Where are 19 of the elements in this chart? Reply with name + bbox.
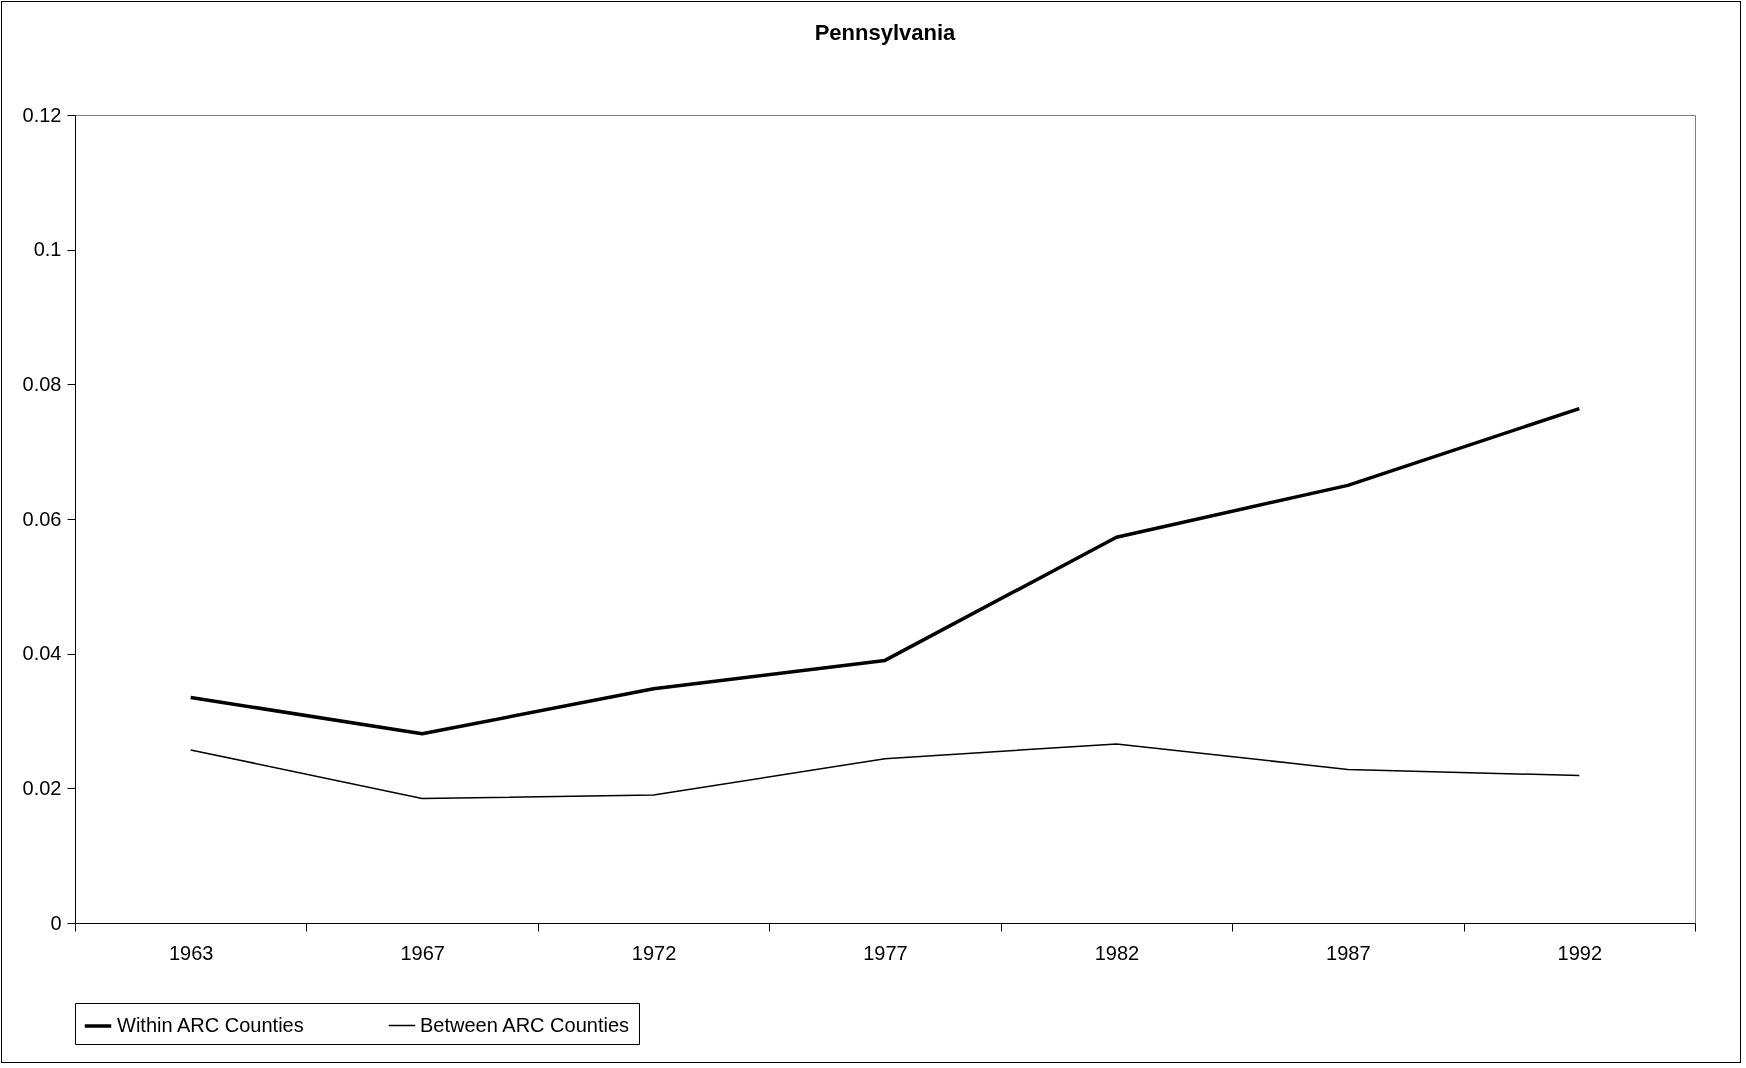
x-tick-label: 1977 xyxy=(863,941,908,964)
y-tick-label: 0.08 xyxy=(22,372,62,395)
line-series xyxy=(189,743,1581,800)
x-tick-label: 1972 xyxy=(631,941,677,964)
y-tick-label: 0.02 xyxy=(22,776,62,799)
x-tick-label: 1963 xyxy=(168,941,214,964)
x-tick-label: 1992 xyxy=(1557,941,1603,964)
y-tick-label: 0.04 xyxy=(22,642,62,665)
x-tick-label: 1967 xyxy=(400,941,445,964)
line-series xyxy=(188,406,1582,736)
y-tick-label: 0 xyxy=(50,911,62,934)
y-tick-label: 0.12 xyxy=(22,103,62,126)
legend-label: Within ARC Counties xyxy=(117,1014,304,1036)
x-tick-label: 1987 xyxy=(1326,941,1371,964)
chart-title: Pennsylvania xyxy=(814,20,957,45)
x-tick-label: 1982 xyxy=(1094,941,1140,964)
y-tick-label: 0.1 xyxy=(33,238,62,261)
legend-label: Between ARC Counties xyxy=(420,1013,630,1036)
y-tick-label: 0.06 xyxy=(22,507,62,530)
